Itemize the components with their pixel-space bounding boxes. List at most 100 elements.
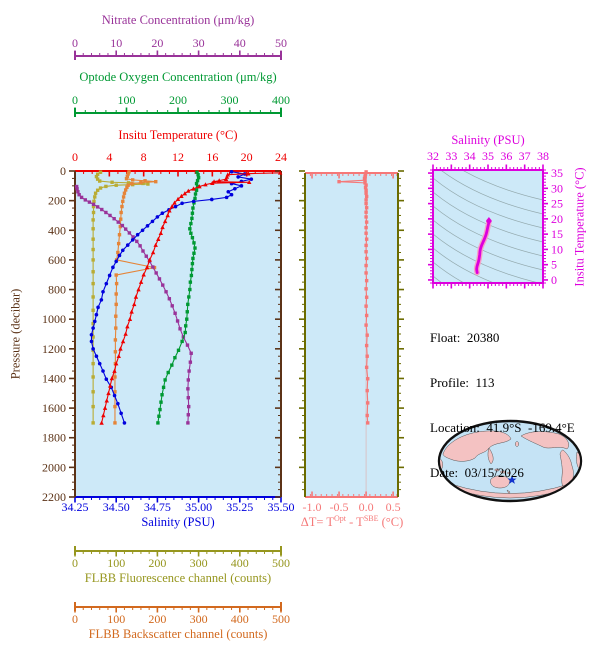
tick-label: 38 <box>537 149 549 163</box>
tick-label: 200 <box>169 93 187 107</box>
tick-label: 1600 <box>42 401 66 415</box>
salinity-axis: 34.25 34.50 34.75 35.00 35.25 35.50 <box>62 496 295 514</box>
tick-label: 100 <box>107 612 125 626</box>
tick-label: 37 <box>519 149 531 163</box>
tick-label: 25 <box>551 197 563 211</box>
tick-label: 200 <box>48 194 66 208</box>
panel-backgrounds <box>75 170 543 497</box>
temperature-axis: 0 4 8 12 16 20 24 <box>72 150 287 177</box>
tick-label: 1000 <box>42 312 66 326</box>
tick-label: 400 <box>272 93 290 107</box>
backscatter-axis-title: FLBB Backscatter channel (counts) <box>88 627 268 641</box>
tick-label: 20 <box>241 150 253 164</box>
fluorescence-axis: 0 100 200 300 400 500 <box>72 546 290 570</box>
tick-label: -1.0 <box>303 500 322 514</box>
tick-label: 20 <box>551 212 563 226</box>
tick-label: 5 <box>551 258 557 272</box>
tick-label: 2200 <box>42 490 66 504</box>
tick-label: 1800 <box>42 431 66 445</box>
map-africa-edge <box>576 451 580 471</box>
tick-label: 35.00 <box>185 500 212 514</box>
tick-label: 34.75 <box>144 500 171 514</box>
tick-label: 40 <box>234 36 246 50</box>
nitrate-axis-title: Nitrate Concentration (μm/kg) <box>101 13 255 27</box>
tick-label: 0 <box>72 150 78 164</box>
fluorescence-axis-title: FLBB Fluorescence channel (counts) <box>84 571 272 585</box>
tick-label: 100 <box>118 93 136 107</box>
dt-title-part: ΔT= T <box>300 515 334 530</box>
tick-label: 4 <box>106 150 112 164</box>
dt-bottom-axis: -1.0 -0.5 0.0 0.5 <box>303 491 401 514</box>
tick-label: 35 <box>482 149 494 163</box>
tick-label: 0 <box>72 556 78 570</box>
profile-curve-backscatter <box>113 170 158 425</box>
tick-label: 16 <box>206 150 218 164</box>
tick-label: 35.50 <box>268 500 295 514</box>
map-australia <box>490 475 510 489</box>
map-new-zealand <box>506 489 511 495</box>
tick-label: 400 <box>231 612 249 626</box>
float-location-star <box>507 475 517 484</box>
ts-curve <box>473 217 492 276</box>
map-north-america <box>520 431 569 450</box>
tick-label: 600 <box>48 253 66 267</box>
nitrate-axis: 0 10 20 30 40 50 <box>72 36 287 60</box>
salinity-axis-title: Salinity (PSU) <box>141 515 215 529</box>
tick-label: 0 <box>551 273 557 287</box>
world-map <box>437 419 583 503</box>
float-info: Float: 20380 Profile: 113 Location: 41.9… <box>430 300 575 510</box>
tick-label: 200 <box>148 612 166 626</box>
tick-label: 0 <box>72 93 78 107</box>
tick-label: 0 <box>60 164 66 178</box>
tick-label: 200 <box>148 556 166 570</box>
tick-label: 34 <box>464 149 476 163</box>
tick-label: 36 <box>500 149 512 163</box>
tick-label: 33 <box>445 149 457 163</box>
location-line: Location: 41.9°S -169.4°E <box>430 420 575 435</box>
ts-density-contours <box>434 171 542 282</box>
profile-line: Profile: 113 <box>430 375 495 390</box>
tick-label: 35.25 <box>226 500 253 514</box>
dt-title-sup-opt: Opt <box>333 514 346 523</box>
tick-label: 0 <box>72 36 78 50</box>
tick-label: 0 <box>72 612 78 626</box>
tick-label: 0.5 <box>386 500 401 514</box>
tick-label: 1200 <box>42 342 66 356</box>
dt-title-part: - T <box>345 515 364 530</box>
pressure-axis: 0 200 400 600 800 1000 1200 1400 1600 1800 2000 220… <box>42 164 76 504</box>
map-se-asia <box>487 447 494 465</box>
tick-label: 30 <box>193 36 205 50</box>
tick-label: 100 <box>107 556 125 570</box>
profile-curve-fluorescence <box>91 170 150 425</box>
oxygen-axis: 0 100 200 300 400 <box>72 93 290 117</box>
delta-t-axis-title: ΔT= TOpt - TSBE (°C) <box>262 514 442 530</box>
tick-label: 0.0 <box>359 500 374 514</box>
tick-label: 500 <box>272 556 290 570</box>
tick-label: 400 <box>48 223 66 237</box>
profile-curve-oxygen <box>156 170 201 425</box>
tick-label: 35 <box>551 166 563 180</box>
tick-label: 12 <box>172 150 184 164</box>
pressure-axis-title: Pressure (decibar) <box>8 288 23 380</box>
tick-label: 50 <box>275 36 287 50</box>
dt-title-sup-sbe: SBE <box>363 514 379 523</box>
tick-label: 300 <box>190 556 208 570</box>
tick-label: 34.25 <box>62 500 89 514</box>
tick-label: 24 <box>275 150 287 164</box>
ts-temperature-axis-title: Insitu Temperature (°C) <box>572 167 587 287</box>
dt-side-axes <box>299 170 404 497</box>
tick-label: 400 <box>231 556 249 570</box>
map-landmasses <box>440 425 580 499</box>
tick-label: 300 <box>190 612 208 626</box>
tick-label: 500 <box>272 612 290 626</box>
tick-label: 300 <box>221 93 239 107</box>
profile-curve-temperature <box>99 170 283 425</box>
tick-label: 15 <box>551 227 563 241</box>
temperature-axis-title: Insitu Temperature (°C) <box>118 128 238 142</box>
tick-label: 20 <box>151 36 163 50</box>
pressure-axis-right <box>275 170 282 498</box>
